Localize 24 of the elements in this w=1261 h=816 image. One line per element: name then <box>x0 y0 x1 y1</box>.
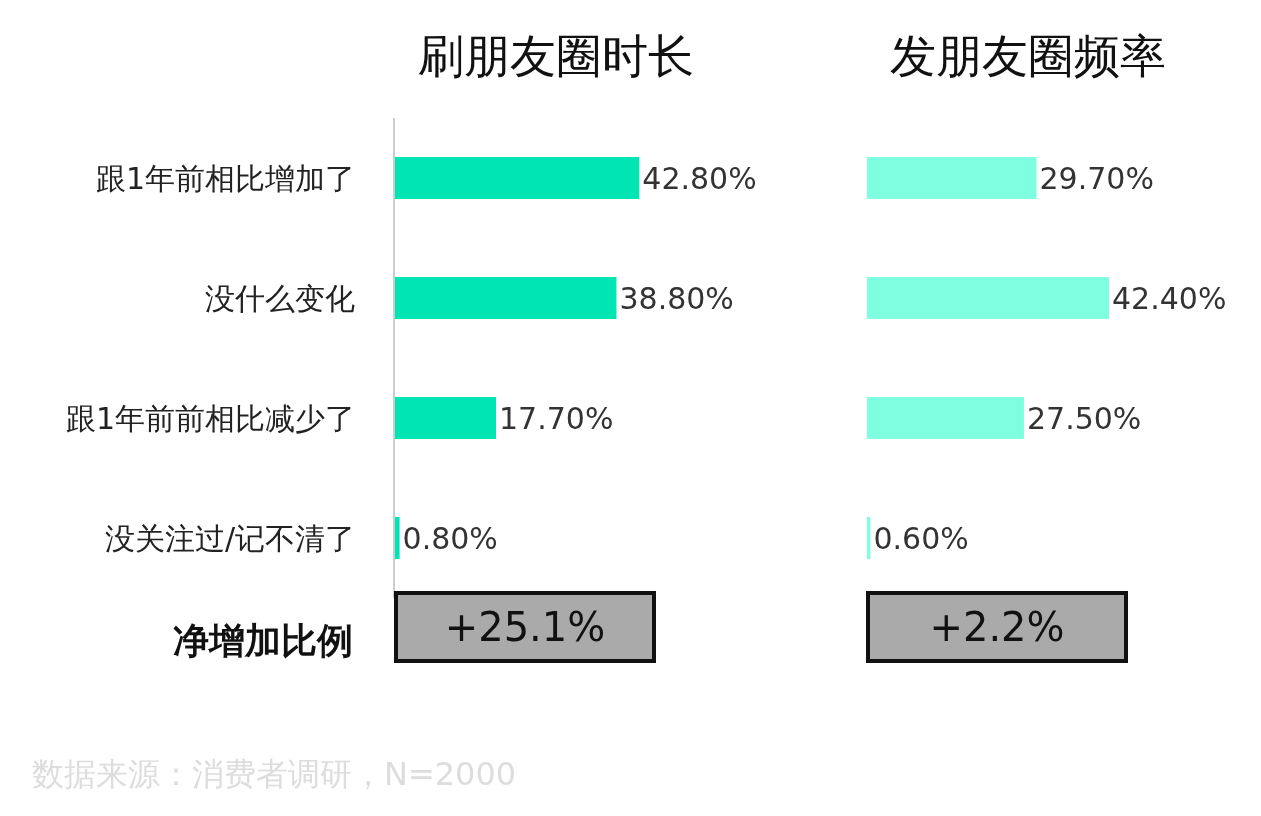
text: +2.2% <box>929 604 1065 650</box>
y-tick-label: 跟1年前前相比减少了 <box>65 400 355 436</box>
bar <box>867 277 1109 319</box>
data-label: 0.60% <box>873 520 969 556</box>
bar <box>395 397 497 439</box>
chart-title: 刷朋友圈时长 <box>418 29 694 83</box>
data-label: 17.70% <box>499 400 614 436</box>
bar <box>867 397 1024 439</box>
data-label: 29.70% <box>1039 160 1154 196</box>
text: 净增加比例 <box>173 620 353 661</box>
data-label: 42.80% <box>642 160 757 196</box>
text: +25.1% <box>444 604 606 650</box>
chart-title: 发朋友圈频率 <box>890 29 1166 83</box>
y-tick-label: 跟1年前相比增加了 <box>95 160 355 196</box>
bar <box>395 157 640 199</box>
bar <box>867 157 1037 199</box>
data-label: 0.80% <box>402 520 498 556</box>
data-label: 38.80% <box>619 280 734 316</box>
data-label: 27.50% <box>1026 400 1142 436</box>
y-tick-label: 没什么变化 <box>205 280 355 316</box>
data-label: 42.40% <box>1112 280 1227 316</box>
y-tick-label: 没关注过/记不清了 <box>104 520 355 556</box>
bar <box>395 277 617 319</box>
bar <box>395 517 400 559</box>
